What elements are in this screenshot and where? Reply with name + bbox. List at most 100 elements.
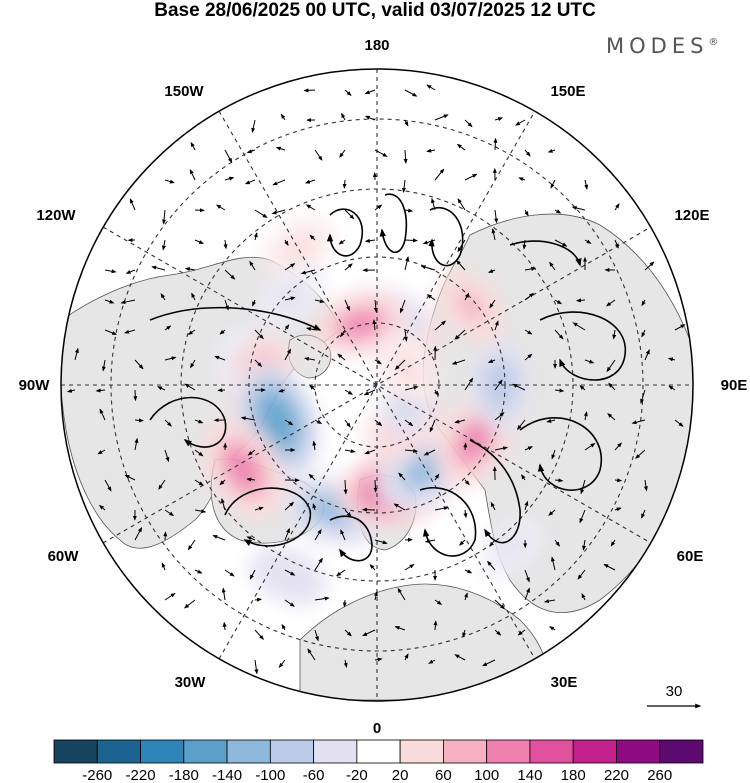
colorbar-tick-label: -220 xyxy=(126,767,156,783)
wind-arrow xyxy=(608,382,616,391)
wind-arrow xyxy=(133,389,138,402)
wind-arrow xyxy=(434,389,439,397)
wind-arrow xyxy=(403,149,408,164)
wind-arrow xyxy=(606,359,616,373)
wind-arrow xyxy=(426,294,436,301)
wind-arrow xyxy=(456,259,466,271)
wind-arrow xyxy=(129,198,136,211)
wind-vectors xyxy=(66,84,686,675)
wind-arrow xyxy=(551,449,556,460)
wind-arrow xyxy=(577,569,586,580)
wind-arrow xyxy=(372,319,377,331)
wind-arrow xyxy=(434,168,445,181)
colorbar xyxy=(53,739,704,764)
wind-arrow xyxy=(284,296,296,301)
wind-arrow xyxy=(341,112,346,121)
wind-arrow xyxy=(404,208,414,213)
wind-arrow xyxy=(191,292,196,301)
wind-arrow xyxy=(344,629,352,637)
wind-arrow xyxy=(518,177,526,182)
brand-logo: MODES® xyxy=(606,34,719,58)
wind-arrow xyxy=(605,299,616,307)
wind-arrow xyxy=(554,209,562,214)
wind-arrow xyxy=(275,146,286,151)
wind-arrow xyxy=(554,539,560,547)
wind-arrow xyxy=(340,329,346,338)
colorbar-labels: -260 -220 -180 -140 -100 -60 -20 20 60 100 140 180 2… xyxy=(82,767,672,783)
wind-arrow xyxy=(184,383,196,391)
wind-arrow xyxy=(607,413,616,421)
wind-arrow xyxy=(342,179,347,189)
wind-arrow xyxy=(161,562,166,571)
wind-arrow xyxy=(284,263,296,271)
wind-arrow xyxy=(524,587,530,601)
wind-arrow xyxy=(162,209,166,225)
wind-arrow xyxy=(521,474,526,481)
lon-label-180: 180 xyxy=(364,37,389,54)
wind-arrow xyxy=(494,320,499,331)
wind-arrow xyxy=(184,267,196,272)
colorbar-swatch xyxy=(313,739,358,764)
wind-arrow xyxy=(524,329,533,335)
wind-arrow xyxy=(308,473,316,481)
wind-arrow xyxy=(614,507,622,512)
wind-arrow xyxy=(164,449,170,463)
colorbar-tick-label: 60 xyxy=(435,767,452,783)
vector-scale-value: 30 xyxy=(666,683,683,700)
wind-arrow xyxy=(584,443,596,451)
wind-arrow xyxy=(280,113,286,121)
wind-arrow xyxy=(337,353,346,361)
wind-arrow xyxy=(423,449,436,456)
wind-arrow xyxy=(222,621,227,631)
wind-arrow xyxy=(464,119,473,128)
graticule xyxy=(61,69,693,701)
wind-arrow xyxy=(583,411,588,421)
wind-arrow xyxy=(581,593,586,601)
streamlines xyxy=(149,193,626,562)
wind-arrow xyxy=(394,626,406,631)
wind-arrow xyxy=(244,179,256,185)
wind-arrow xyxy=(612,329,617,340)
wind-arrow xyxy=(252,299,256,307)
wind-arrow xyxy=(314,629,319,642)
wind-arrow xyxy=(66,388,76,393)
wind-arrow xyxy=(464,592,468,601)
wind-arrow xyxy=(614,478,623,483)
wind-arrow xyxy=(335,569,346,577)
wind-arrow xyxy=(434,320,447,331)
anomaly-center-10 xyxy=(457,290,485,322)
wind-arrow xyxy=(164,509,175,517)
wind-arrow xyxy=(314,299,325,304)
wind-arrow xyxy=(254,359,263,368)
wind-arrow xyxy=(640,389,646,404)
wind-arrow xyxy=(641,299,646,307)
wind-arrow xyxy=(304,179,316,184)
colorbar-tick-label: 180 xyxy=(561,767,586,783)
wind-arrow xyxy=(571,206,586,211)
lon-label-120w: 120W xyxy=(36,207,76,224)
lon-label-30e: 30E xyxy=(551,674,578,691)
colorbar-swatch xyxy=(226,739,271,764)
colorbar-swatch xyxy=(486,739,531,764)
wind-arrow xyxy=(194,419,204,424)
wind-arrow xyxy=(124,329,136,334)
colorbar-swatch xyxy=(529,739,574,764)
wind-arrow xyxy=(404,653,409,661)
wind-arrow xyxy=(454,654,466,661)
wind-arrow xyxy=(187,539,196,551)
wind-arrow xyxy=(187,329,196,335)
wind-arrow xyxy=(190,359,196,369)
wind-arrow xyxy=(641,509,646,519)
wind-arrow xyxy=(487,269,496,273)
wind-arrow xyxy=(364,449,376,455)
wind-arrow xyxy=(95,388,106,393)
anomaly-center-8 xyxy=(458,421,490,461)
wind-arrow xyxy=(426,148,436,153)
wind-arrow xyxy=(674,324,686,331)
wind-arrow xyxy=(271,209,286,215)
colorbar-swatch xyxy=(269,739,315,764)
wind-arrow xyxy=(344,509,352,518)
wind-arrow xyxy=(428,659,436,664)
wind-arrow xyxy=(404,385,419,391)
lon-label-30w: 30W xyxy=(175,674,207,691)
